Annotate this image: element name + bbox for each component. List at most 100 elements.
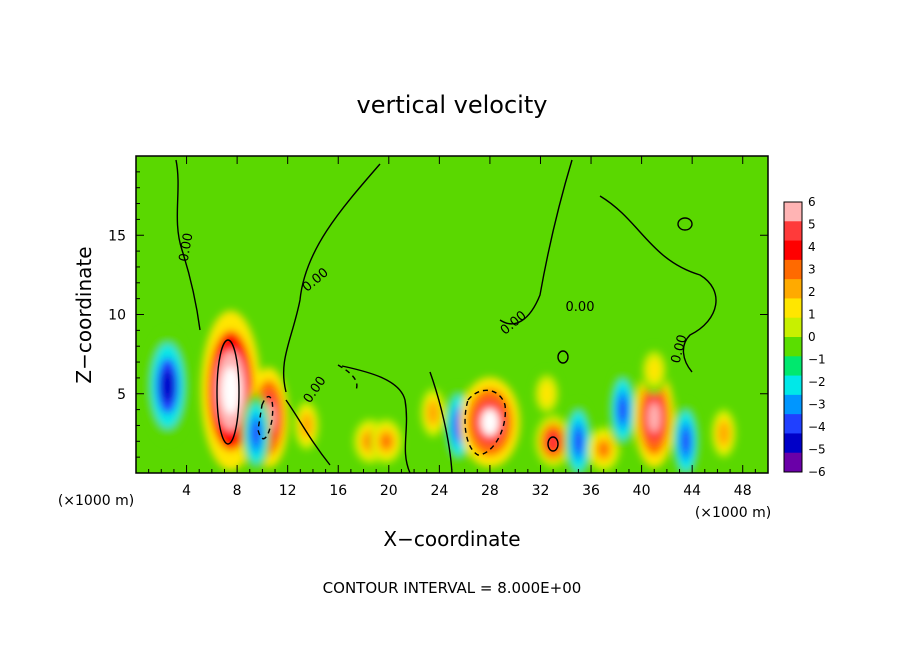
x-unit-label-right: (×1000 m) — [695, 505, 771, 521]
x-tick-label: 48 — [734, 483, 752, 499]
y-tick-label: 15 — [108, 228, 126, 244]
x-tick-label: 40 — [633, 483, 651, 499]
x-tick-label: 32 — [532, 483, 550, 499]
contour-lines — [175, 159, 717, 473]
field-contour-band — [574, 429, 583, 454]
field-feature — [532, 369, 561, 418]
contour-label: 0.00 — [566, 300, 595, 315]
closed-contour — [547, 436, 559, 452]
x-axis-label: X−coordinate — [383, 527, 520, 551]
dashed-contour — [337, 364, 358, 391]
colorbar-label: 6 — [808, 195, 816, 209]
field-feature — [370, 419, 403, 464]
colorbar-label: −4 — [808, 420, 826, 434]
colorbar-swatch — [784, 414, 802, 434]
field-feature — [671, 401, 700, 473]
x-tick-label: 8 — [233, 483, 242, 499]
closed-contour — [557, 350, 569, 364]
closed-contour — [216, 339, 240, 445]
field-feature — [564, 401, 593, 473]
field-contour-band — [618, 397, 627, 422]
field-feature — [608, 369, 637, 450]
contour-interval-note: CONTOUR INTERVAL = 8.000E+00 — [323, 579, 582, 597]
y-axis-ticks: 5 10 15 — [108, 171, 768, 458]
y-axis-label: Z−coordinate — [72, 246, 96, 383]
chart-title: vertical velocity — [357, 91, 548, 119]
dashed-contour — [257, 395, 274, 440]
field-contour-band — [598, 442, 609, 456]
field-feature — [145, 329, 190, 442]
colorbar-swatch — [784, 394, 802, 415]
dashed-contour — [464, 389, 507, 456]
colorbar-label: 4 — [808, 240, 816, 254]
colorbar-label: −1 — [808, 353, 826, 367]
zero-contour — [429, 371, 453, 473]
colorbar-swatch — [784, 221, 802, 242]
zero-contour — [175, 159, 201, 331]
colorbar-swatch — [784, 259, 802, 280]
colorbar-swatch — [784, 202, 802, 222]
field-feature — [711, 409, 736, 458]
colorbar-swatch — [784, 317, 802, 338]
x-tick-label: 24 — [430, 483, 448, 499]
x-tick-label: 4 — [182, 483, 191, 499]
colorbar: 6 5 4 3 2 1 0 −1 −2 −3 −4 −5 −6 — [783, 195, 826, 479]
colorbar-swatch — [784, 356, 802, 377]
colorbar-label: −2 — [808, 375, 826, 389]
contour-label: 0.00 — [669, 333, 691, 365]
field-contour-band — [542, 386, 551, 401]
colorbar-swatch — [784, 433, 802, 454]
colorbar-label: 3 — [808, 263, 816, 277]
field-feature — [634, 367, 675, 468]
contour-label: 0.00 — [177, 232, 197, 263]
closed-contour — [677, 217, 693, 231]
x-tick-label: 20 — [380, 483, 398, 499]
velocity-field — [145, 310, 736, 473]
field-contour-band — [381, 434, 392, 448]
field-contour-band — [303, 418, 311, 433]
field-contour-band — [161, 369, 175, 403]
colorbar-label: 0 — [808, 330, 816, 344]
field-contour-band — [429, 405, 437, 420]
x-axis-ticks: 4 8 12 16 20 24 28 32 36 40 44 48 — [148, 156, 756, 499]
x-unit-label-left: (×1000 m) — [58, 493, 134, 509]
x-tick-label: 16 — [329, 483, 347, 499]
colorbar-label: −5 — [808, 443, 826, 457]
zero-contour — [341, 365, 411, 473]
field-feature — [587, 427, 620, 472]
x-tick-label: 12 — [279, 483, 297, 499]
zero-contour — [599, 195, 717, 373]
field-contour-band — [720, 426, 728, 441]
plot-area: 0.000.000.000.000.000.00 — [136, 156, 768, 473]
zero-contour — [282, 163, 381, 393]
colorbar-frame — [783, 201, 803, 473]
field-contour-band — [650, 362, 659, 378]
colorbar-swatch — [784, 375, 802, 396]
colorbar-label: 2 — [808, 285, 816, 299]
x-tick-label: 36 — [582, 483, 600, 499]
x-tick-label: 44 — [683, 483, 701, 499]
field-contour-band — [681, 429, 691, 454]
zero-contour — [285, 399, 331, 466]
colorbar-swatch — [784, 279, 802, 299]
field-contour-band — [480, 408, 499, 436]
field-contour-band — [221, 366, 240, 415]
colorbar-swatch — [784, 337, 802, 357]
field-feature — [640, 345, 669, 394]
colorbar-swatch — [784, 240, 802, 261]
colorbar-label: 5 — [808, 218, 816, 232]
colorbar-label: −6 — [808, 465, 826, 479]
colorbar-label: −3 — [808, 398, 826, 412]
y-tick-label: 5 — [117, 387, 126, 403]
field-feature — [294, 401, 319, 450]
colorbar-swatch — [784, 298, 802, 319]
field-contour-band — [251, 421, 261, 446]
field-feature — [459, 377, 520, 468]
y-tick-label: 10 — [108, 308, 126, 324]
x-tick-label: 28 — [481, 483, 499, 499]
colorbar-swatch — [784, 452, 802, 473]
zero-contour — [499, 159, 573, 325]
field-contour-band — [648, 402, 661, 433]
field-feature — [242, 393, 271, 473]
